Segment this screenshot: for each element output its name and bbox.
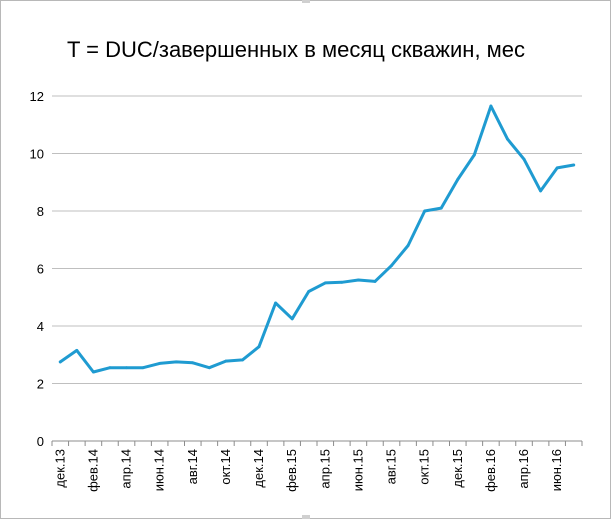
x-tick-label: апр.14 <box>119 449 134 489</box>
x-tick-label: апр.15 <box>317 449 332 489</box>
y-tick-label: 10 <box>30 147 44 162</box>
chart-title: T = DUC/завершенных в месяц скважин, мес <box>67 37 525 62</box>
x-tick-label: авг.14 <box>185 449 200 484</box>
data-point <box>572 163 576 167</box>
x-tick-label: июн.14 <box>152 449 167 491</box>
x-tick-label: июн.15 <box>350 449 365 491</box>
data-point <box>489 104 493 108</box>
data-point <box>257 345 261 349</box>
y-tick-label: 0 <box>37 434 44 449</box>
y-axis-ticks: 0 2 4 6 8 10 12 <box>30 89 44 449</box>
y-tick-label: 6 <box>37 262 44 277</box>
data-point <box>340 280 344 284</box>
grid-lines <box>52 95 582 442</box>
data-point <box>555 166 559 170</box>
data-point <box>58 360 62 364</box>
data-point <box>241 358 244 362</box>
data-point <box>274 301 277 305</box>
resize-handle-top[interactable] <box>302 0 310 3</box>
x-tick-label: окт.14 <box>218 449 233 485</box>
resize-handle-bottom[interactable] <box>302 515 310 519</box>
data-point <box>472 153 476 157</box>
data-point <box>506 137 509 141</box>
data-point <box>539 189 542 193</box>
y-tick-label: 2 <box>37 377 44 392</box>
data-point <box>290 317 294 321</box>
x-axis-ticks: дек.13 фев.14 апр.14 июн.14 авг.14 окт.14 дек.… <box>51 441 583 492</box>
data-point <box>158 361 162 365</box>
y-tick-label: 4 <box>37 319 44 334</box>
data-point <box>224 359 228 363</box>
data-point <box>75 349 79 352</box>
data-point <box>373 280 377 283</box>
data-point <box>108 366 112 370</box>
data-point <box>522 157 526 161</box>
x-tick-label: дек.15 <box>450 449 465 488</box>
data-point <box>191 361 195 365</box>
x-tick-label: фев.14 <box>85 449 100 492</box>
x-tick-label: окт.15 <box>417 449 432 485</box>
data-point <box>125 366 128 370</box>
data-point <box>439 206 443 210</box>
data-point <box>141 366 145 370</box>
series-line <box>58 104 576 374</box>
x-tick-label: фев.16 <box>483 449 498 492</box>
x-tick-label: дек.13 <box>52 449 67 488</box>
x-tick-label: фев.15 <box>284 449 299 492</box>
x-tick-label: апр.16 <box>516 449 531 489</box>
data-point <box>174 360 178 364</box>
data-point <box>423 209 427 213</box>
data-point <box>323 281 327 285</box>
y-tick-label: 8 <box>37 204 44 219</box>
data-point <box>92 370 95 374</box>
x-tick-label: дек.14 <box>251 449 266 488</box>
x-tick-label: авг.15 <box>384 449 399 484</box>
y-tick-label: 12 <box>30 89 44 104</box>
x-tick-label: июн.16 <box>549 449 564 491</box>
data-point <box>390 264 393 268</box>
data-point <box>456 177 460 181</box>
series-line-group <box>58 104 576 374</box>
data-point <box>357 278 360 282</box>
data-point <box>406 244 410 247</box>
data-point <box>207 366 211 370</box>
data-point <box>307 290 311 293</box>
